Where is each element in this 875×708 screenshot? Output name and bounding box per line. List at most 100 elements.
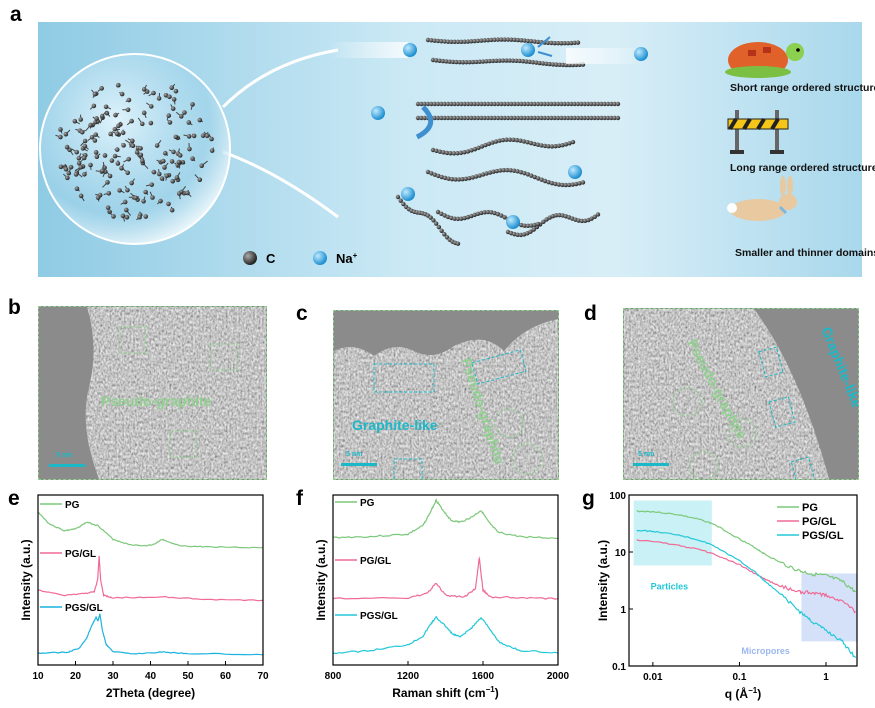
carbon-atom [167,120,173,125]
carbon-atom [469,39,474,44]
carbon-atom [204,133,210,139]
carbon-atom [137,214,142,220]
carbon-atom [552,115,557,121]
x-tick-label: 1 [823,672,829,683]
carbon-atom [499,115,504,121]
carbon-atom [545,101,551,107]
carbon-atom [542,143,548,149]
carbon-atom [169,85,175,90]
carbon-atom [495,115,501,121]
carbon-atom [465,214,471,220]
carbon-atom [415,115,421,121]
carbon-atom [492,37,497,42]
x-axis-label: Raman shift (cm−1) [392,685,498,700]
carbon-atom [173,134,179,140]
carbon-atom [479,38,484,43]
scale-bar [341,463,377,466]
carbon-atom [459,39,464,45]
carbon-atom [465,101,471,107]
x-tick-label: 10 [32,671,44,682]
carbon-atom [455,241,461,246]
carbon-atom [134,150,140,155]
carbon-atom [171,97,177,102]
pseudo-graphite-label: Pseudo-graphite [101,393,212,409]
carbon-atom [573,181,579,187]
carbon-atom [529,39,534,44]
zoom-line-top [221,48,339,109]
carbon-atom [484,171,489,176]
carbon-atom [465,149,471,154]
x-axis-label: q (Å−1) [725,686,761,701]
carbon-atom [130,138,135,144]
carbon-atom [595,212,601,217]
carbon-atom [563,182,568,188]
carbon-atom [479,101,484,107]
carbon-atom [532,39,537,44]
carbon-atom [489,115,494,121]
carbon-atom [505,37,511,42]
carbon-atom [164,173,170,179]
carbon-atom [429,38,434,43]
carbon-atom [485,115,491,121]
carbon-atom [532,115,537,121]
carbon-atom [525,38,531,44]
carbon-atom [576,218,581,223]
carbon-atom [435,115,441,121]
carbon-atom [462,150,467,155]
carbon-atom [197,177,203,183]
carbon-atom [169,207,175,213]
carbon-atom [443,175,448,181]
carbon-atom [539,101,544,107]
plot-frame [332,494,559,666]
x-tick-label: 2000 [547,671,570,682]
carbon-atom [91,103,97,109]
x-tick-label: 0.01 [643,672,663,683]
carbon-atom [430,57,436,63]
carbon-atom [539,177,544,182]
carbon-atom [459,101,464,107]
carbon-atom [209,148,215,153]
carbon-atom [176,159,182,165]
carbon-atom [522,170,527,176]
carbon-atom [482,101,487,107]
carbon-atom [479,115,484,121]
carbon-atom [449,39,454,44]
carbon-atom [502,115,507,121]
carbon-atom [174,175,180,180]
xrd-chart: PG PG/GL PGS/GL 10 20 30 40 50 60 70 2Theta (degre… [19,494,269,700]
carbon-atom [572,115,577,121]
x-axis-label-text: Raman shift (cm [392,686,485,700]
carbon-atom [442,39,447,44]
carbon-atom [595,115,601,121]
carbon-atom [529,223,534,228]
scale-bar [633,463,669,466]
carbon-atom [119,91,125,97]
carbon-atom [419,101,424,107]
y-tick-label: 10 [615,548,627,559]
x-tick-label: 1600 [472,671,495,682]
carbon-atom [429,101,434,107]
carbon-atom [485,101,491,107]
carbon-atom [200,133,206,138]
carbon-atom [549,144,555,149]
carbon-atom [515,115,521,121]
carbon-atom [88,162,93,168]
carbon-atom [434,58,439,63]
carbon-atom [445,115,451,121]
carbon-atom [191,133,197,139]
carbon-atom [439,211,444,217]
carbon-atom [451,151,457,156]
carbon-atom [529,173,534,178]
carbon-atom [521,139,527,144]
carbon-atom [605,115,611,121]
carbon-atom [599,101,604,107]
carbon-atom [509,37,514,42]
carbon-atom [64,144,70,150]
y-axis-label: Intensity (a.u.) [19,539,33,620]
carbon-atom [535,101,541,107]
carbon-atom [126,156,132,162]
carbon-atom [560,182,565,188]
carbon-atom [108,131,113,137]
carbon-atom [565,40,571,46]
tem-image-d: Pseudo-graphite Graphite-like 5 nm [623,308,859,480]
